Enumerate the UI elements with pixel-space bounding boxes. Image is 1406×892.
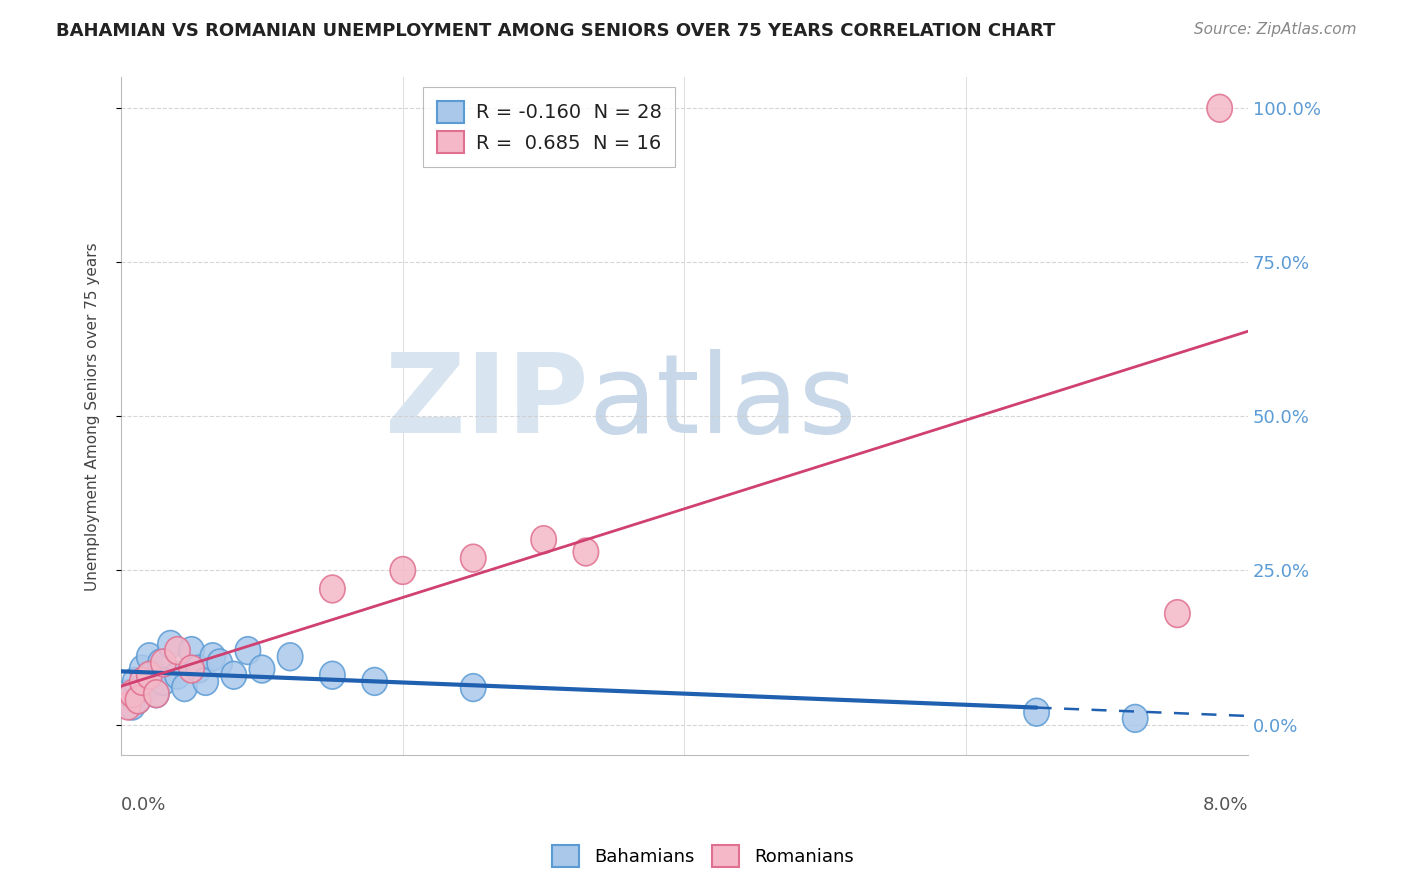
Text: 0.0%: 0.0% [121,796,166,814]
Ellipse shape [120,692,145,720]
Ellipse shape [125,686,150,714]
Ellipse shape [165,661,190,690]
Ellipse shape [136,643,162,671]
Ellipse shape [361,667,387,695]
Ellipse shape [150,667,176,695]
Legend: Bahamians, Romanians: Bahamians, Romanians [546,838,860,874]
Legend: R = -0.160  N = 28, R =  0.685  N = 16: R = -0.160 N = 28, R = 0.685 N = 16 [423,87,675,167]
Text: BAHAMIAN VS ROMANIAN UNEMPLOYMENT AMONG SENIORS OVER 75 YEARS CORRELATION CHART: BAHAMIAN VS ROMANIAN UNEMPLOYMENT AMONG … [56,22,1056,40]
Ellipse shape [179,637,204,665]
Ellipse shape [165,637,190,665]
Ellipse shape [1164,599,1189,627]
Ellipse shape [134,673,159,701]
Ellipse shape [235,637,260,665]
Ellipse shape [120,680,145,707]
Ellipse shape [319,661,344,690]
Ellipse shape [461,544,486,572]
Ellipse shape [249,656,274,683]
Ellipse shape [574,538,599,566]
Text: ZIP: ZIP [385,350,589,457]
Ellipse shape [186,656,211,683]
Y-axis label: Unemployment Among Seniors over 75 years: Unemployment Among Seniors over 75 years [86,242,100,591]
Ellipse shape [193,667,218,695]
Ellipse shape [179,656,204,683]
Ellipse shape [172,673,197,701]
Ellipse shape [115,680,141,707]
Ellipse shape [143,680,169,707]
Ellipse shape [157,631,183,658]
Ellipse shape [148,649,173,677]
Ellipse shape [122,667,148,695]
Ellipse shape [221,661,246,690]
Ellipse shape [531,525,557,554]
Ellipse shape [1122,705,1147,732]
Ellipse shape [207,649,232,677]
Ellipse shape [461,673,486,701]
Ellipse shape [1024,698,1049,726]
Ellipse shape [129,656,155,683]
Ellipse shape [389,557,416,584]
Ellipse shape [139,661,165,690]
Ellipse shape [150,649,176,677]
Ellipse shape [129,667,155,695]
Ellipse shape [136,661,162,690]
Text: 8.0%: 8.0% [1202,796,1249,814]
Ellipse shape [1206,95,1232,122]
Ellipse shape [125,686,150,714]
Text: Source: ZipAtlas.com: Source: ZipAtlas.com [1194,22,1357,37]
Ellipse shape [143,680,169,707]
Ellipse shape [200,643,225,671]
Ellipse shape [277,643,302,671]
Ellipse shape [319,575,344,603]
Ellipse shape [115,692,141,720]
Text: atlas: atlas [589,350,858,457]
